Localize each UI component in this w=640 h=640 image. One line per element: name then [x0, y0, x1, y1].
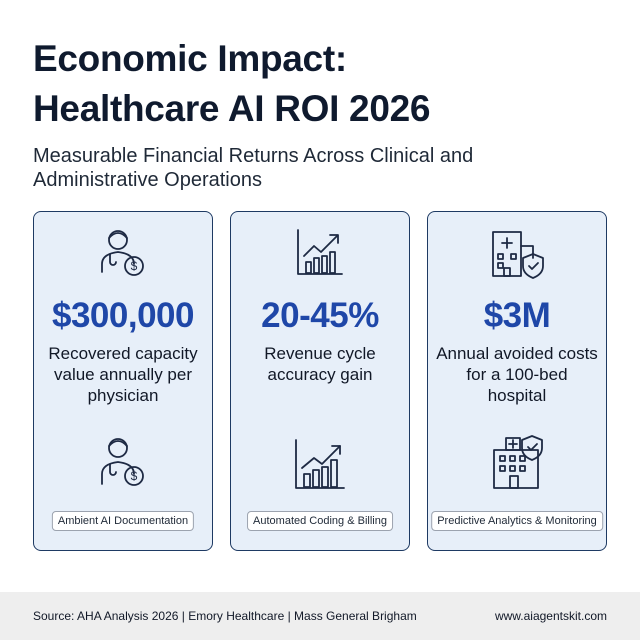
- stat-description: Revenue cycle accuracy gain: [264, 344, 376, 384]
- source-note: Source: AHA Analysis 2026 | Emory Health…: [33, 609, 417, 623]
- stat-card: $3M Annual avoided costs for a 100-bed h…: [427, 211, 607, 551]
- doctor-icon: $: [101, 438, 144, 486]
- category-tag: Automated Coding & Billing: [247, 511, 393, 531]
- hospital-icon: [493, 435, 543, 489]
- doctor-icon: $: [101, 230, 144, 276]
- site-link: www.aiagentskit.com: [494, 609, 607, 623]
- category-tag: Predictive Analytics & Monitoring: [431, 511, 603, 531]
- growth-icon: [297, 229, 343, 275]
- title-line: Healthcare AI ROI 2026: [33, 88, 431, 129]
- svg-text:$: $: [131, 259, 138, 273]
- stat-card: 20-45% Revenue cycle accuracy gain Autom…: [230, 211, 410, 551]
- stat-description: Recovered capacity value annually per ph…: [48, 344, 198, 405]
- stat-value: $300,000: [52, 296, 194, 335]
- title-line: Economic Impact:: [33, 38, 347, 79]
- footer: [0, 592, 640, 640]
- subtitle: Measurable Financial Returns Across Clin…: [33, 145, 474, 191]
- stat-value: $3M: [483, 296, 551, 335]
- stat-value: 20-45%: [261, 296, 379, 335]
- stat-card: $ $300,000 Recovered capacity value annu…: [33, 211, 213, 551]
- growth-icon: [295, 439, 345, 489]
- hospital-icon: [492, 231, 544, 279]
- stat-description: Annual avoided costs for a 100-bed hospi…: [436, 344, 598, 405]
- svg-text:$: $: [131, 469, 138, 483]
- title: Economic Impact: Healthcare AI ROI 2026: [33, 34, 430, 134]
- category-tag: Ambient AI Documentation: [51, 511, 195, 531]
